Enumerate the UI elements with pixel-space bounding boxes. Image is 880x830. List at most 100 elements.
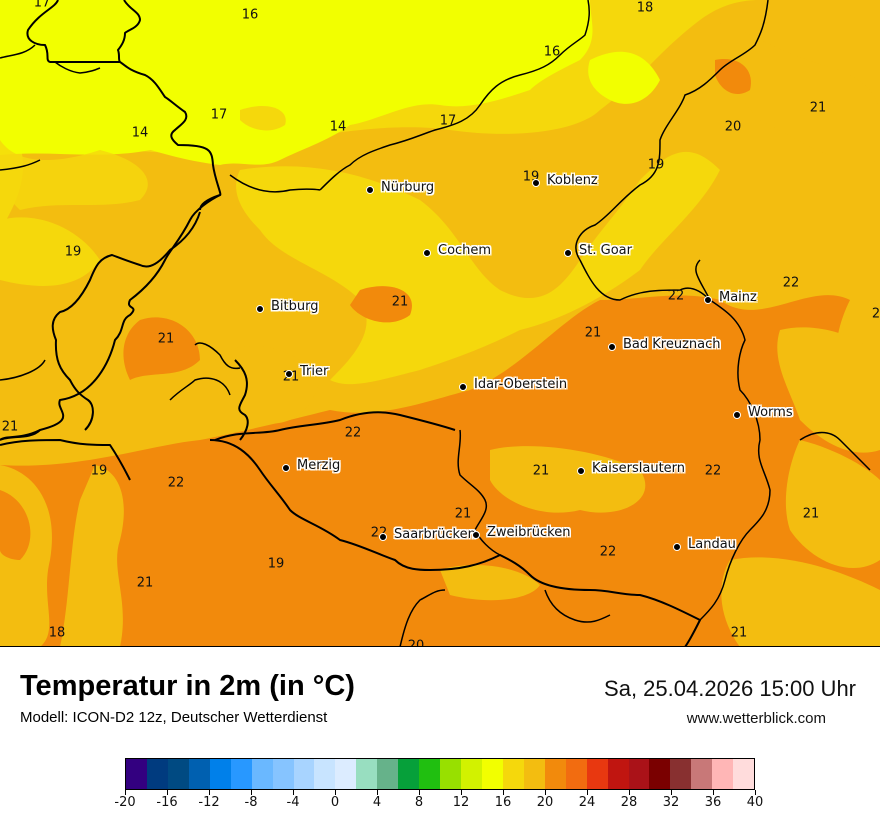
colorbar-segment xyxy=(146,759,168,789)
temperature-value: 17 xyxy=(439,113,457,129)
model-source: Modell: ICON-D2 12z, Deutscher Wetterdie… xyxy=(20,709,328,726)
colorbar-segment xyxy=(461,759,482,789)
map-title: Temperatur in 2m (in °C) xyxy=(20,670,355,702)
colorbar-tick xyxy=(293,790,294,795)
colorbar-segment xyxy=(565,759,587,789)
city-marker-icon xyxy=(673,543,681,551)
colorbar-segment xyxy=(209,759,231,789)
colorbar-tick xyxy=(377,790,378,795)
temperature-value: 22 xyxy=(167,475,185,491)
temperature-value: 21 xyxy=(730,625,748,641)
temperature-value: 19 xyxy=(267,556,285,572)
temperature-value: 22 xyxy=(599,544,617,560)
colorbar-tick-label: 40 xyxy=(746,795,764,810)
city-marker-icon xyxy=(472,531,480,539)
colorbar-tick-label: 28 xyxy=(620,795,638,810)
colorbar-tick-label: 8 xyxy=(414,795,424,810)
temperature-value: 22 xyxy=(344,425,362,441)
colorbar-tick xyxy=(713,790,714,795)
colorbar-tick-label: 32 xyxy=(662,795,680,810)
temperature-value: 17 xyxy=(210,107,228,123)
city-label: St. Goar xyxy=(579,243,632,258)
temperature-value: 21 xyxy=(157,331,175,347)
colorbar-segment xyxy=(126,759,147,789)
temperature-value: 21 xyxy=(802,506,820,522)
city-label: Bad Kreuznach xyxy=(623,337,721,352)
city-marker-icon xyxy=(256,305,264,313)
colorbar-segment xyxy=(251,759,273,789)
colorbar-tick-label: 4 xyxy=(372,795,382,810)
colorbar-tick xyxy=(461,790,462,795)
colorbar-segment xyxy=(670,759,692,789)
temperature-value: 21 xyxy=(136,575,154,591)
colorbar-segment xyxy=(356,759,378,789)
colorbar-tick xyxy=(167,790,168,795)
colorbar-tick xyxy=(335,790,336,795)
temperature-value: 14 xyxy=(131,125,149,141)
temperature-value: 2 xyxy=(871,306,880,322)
colorbar-tick-label: 24 xyxy=(578,795,596,810)
city-label: Cochem xyxy=(438,243,492,258)
city-marker-icon xyxy=(282,464,290,472)
colorbar-segment xyxy=(335,759,357,789)
temperature-value: 19 xyxy=(64,244,82,260)
colorbar-tick xyxy=(545,790,546,795)
temperature-value: 20 xyxy=(724,119,742,135)
colorbar-tick xyxy=(755,790,756,795)
temperature-value: 21 xyxy=(809,100,827,116)
forecast-datetime: Sa, 25.04.2026 15:00 Uhr xyxy=(604,676,856,701)
temperature-value: 16 xyxy=(241,7,259,23)
colorbar-segment xyxy=(523,759,545,789)
city-label: Zweibrücken xyxy=(487,525,571,540)
colorbar-tick-label: -8 xyxy=(244,795,258,810)
colorbar-segment xyxy=(691,759,713,789)
colorbar-tick xyxy=(209,790,210,795)
city-label: Idar-Oberstein xyxy=(474,377,568,392)
colorbar-segment xyxy=(398,759,420,789)
colorbar-segment xyxy=(293,759,315,789)
temperature-value: 16 xyxy=(543,44,561,60)
city-marker-icon xyxy=(379,533,387,541)
city-marker-icon xyxy=(532,179,540,187)
temperature-map[interactable]: 17 16 18 16 21 14 17 14 17 20 19 19 19 22 22 2 21 21 21 21 2… xyxy=(0,0,880,647)
colorbar-tick-label: -12 xyxy=(198,795,220,810)
city-label: Merzig xyxy=(297,458,341,473)
city-label: Bitburg xyxy=(271,299,319,314)
colorbar-segment xyxy=(377,759,399,789)
temperature-value: 21 xyxy=(391,294,409,310)
colorbar-tick xyxy=(419,790,420,795)
website-link[interactable]: www.wetterblick.com xyxy=(686,710,826,727)
temperature-value: 21 xyxy=(584,325,602,341)
city-label: Kaiserslautern xyxy=(592,461,686,476)
temperature-value: 21 xyxy=(454,506,472,522)
temperature-value: 18 xyxy=(636,0,654,16)
colorbar-segment xyxy=(649,759,671,789)
colorbar-tick-label: 16 xyxy=(494,795,512,810)
temperature-value: 18 xyxy=(48,625,66,641)
colorbar-segment xyxy=(314,759,336,789)
colorbar-segment xyxy=(586,759,608,789)
colorbar-tick xyxy=(251,790,252,795)
city-label: Koblenz xyxy=(547,173,598,188)
temperature-value: 19 xyxy=(647,157,665,173)
colorbar-segment xyxy=(712,759,734,789)
colorbar-segment xyxy=(167,759,189,789)
city-label: Worms xyxy=(748,405,793,420)
colorbar-tick xyxy=(503,790,504,795)
colorbar-tick-label: 12 xyxy=(452,795,470,810)
colorbar-tick xyxy=(125,790,126,795)
city-marker-icon xyxy=(577,467,585,475)
colorbar-segment xyxy=(481,759,503,789)
city-label: Nürburg xyxy=(381,180,435,195)
colorbar-tick-label: 36 xyxy=(704,795,722,810)
colorbar-tick-label: -4 xyxy=(286,795,300,810)
temperature-value: 21 xyxy=(1,419,19,435)
city-label: Trier xyxy=(300,364,329,379)
city-marker-icon xyxy=(608,343,616,351)
temperature-value: 22 xyxy=(667,288,685,304)
temperature-value: 20 xyxy=(407,638,425,647)
city-marker-icon xyxy=(423,249,431,257)
city-marker-icon xyxy=(564,249,572,257)
colorbar-tick-label: -20 xyxy=(114,795,136,810)
colorbar-segment xyxy=(188,759,210,789)
